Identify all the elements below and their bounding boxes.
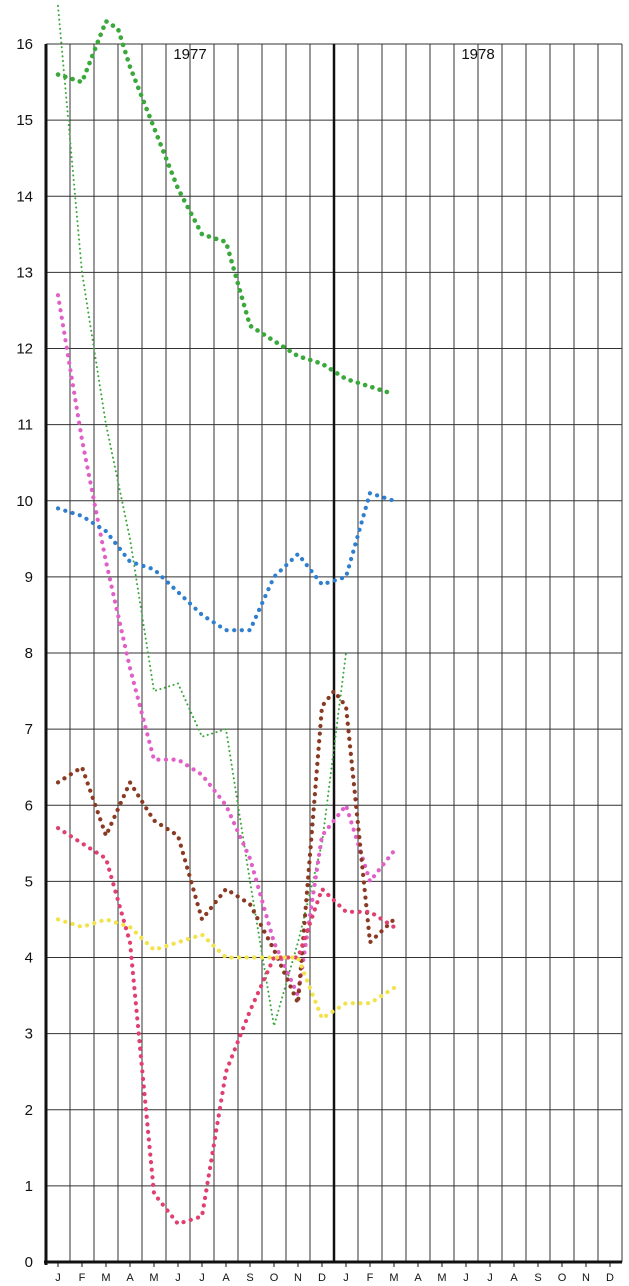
y-tick-label: 14 <box>16 188 33 205</box>
x-tick-label: S <box>246 1272 253 1284</box>
x-tick-label: J <box>199 1272 205 1284</box>
y-tick-label: 9 <box>25 569 33 586</box>
y-tick-label: 4 <box>25 950 33 967</box>
x-tick-label: M <box>437 1272 446 1284</box>
series-line-4 <box>55 491 397 633</box>
x-tick-label: A <box>414 1272 422 1284</box>
y-tick-label: 15 <box>16 112 33 129</box>
x-tick-label: J <box>487 1272 493 1284</box>
x-tick-label: A <box>126 1272 134 1284</box>
x-tick-label: M <box>101 1272 110 1284</box>
x-tick-label: J <box>463 1272 469 1284</box>
x-tick-label: S <box>534 1272 541 1284</box>
y-tick-label: 5 <box>25 873 33 890</box>
y-tick-label: 13 <box>16 264 33 281</box>
y-tick-label: 16 <box>16 36 33 53</box>
series-line-3 <box>55 293 397 998</box>
x-tick-label: O <box>270 1272 279 1284</box>
x-tick-label: F <box>367 1272 374 1284</box>
x-tick-label: F <box>79 1272 86 1284</box>
y-tick-label: 2 <box>25 1102 33 1119</box>
chart-grid <box>45 43 623 1263</box>
x-tick-label: O <box>558 1272 567 1284</box>
x-tick-label: M <box>389 1272 398 1284</box>
x-tick-label: J <box>343 1272 349 1284</box>
series-line-5 <box>55 688 397 1006</box>
y-tick-label: 12 <box>16 341 33 358</box>
series-line-1 <box>55 18 397 397</box>
y-tick-label: 7 <box>25 721 33 738</box>
x-tick-label: J <box>55 1272 61 1284</box>
x-tick-label: D <box>318 1272 326 1284</box>
y-tick-label: 1 <box>25 1178 33 1195</box>
y-tick-label: 8 <box>25 645 33 662</box>
x-tick-label: N <box>582 1272 590 1284</box>
x-tick-label: A <box>510 1272 518 1284</box>
y-tick-label: 10 <box>16 493 33 510</box>
x-tick-label: D <box>606 1272 614 1284</box>
series-line-7 <box>55 917 397 1021</box>
chart-axes <box>44 44 622 1267</box>
y-tick-label: 6 <box>25 797 33 814</box>
y-tick-label: 11 <box>17 417 33 434</box>
x-tick-label: M <box>149 1272 158 1284</box>
series-line-6 <box>55 825 397 1227</box>
y-tick-label: 0 <box>25 1254 33 1271</box>
y-tick-label: 3 <box>25 1026 33 1043</box>
x-tick-label: A <box>222 1272 230 1284</box>
x-tick-label: J <box>175 1272 181 1284</box>
year-label: 1978 <box>461 46 494 63</box>
series-line-2 <box>57 4 347 1027</box>
chart-series <box>55 4 397 1227</box>
year-label: 1977 <box>173 46 206 63</box>
x-tick-label: N <box>294 1272 302 1284</box>
